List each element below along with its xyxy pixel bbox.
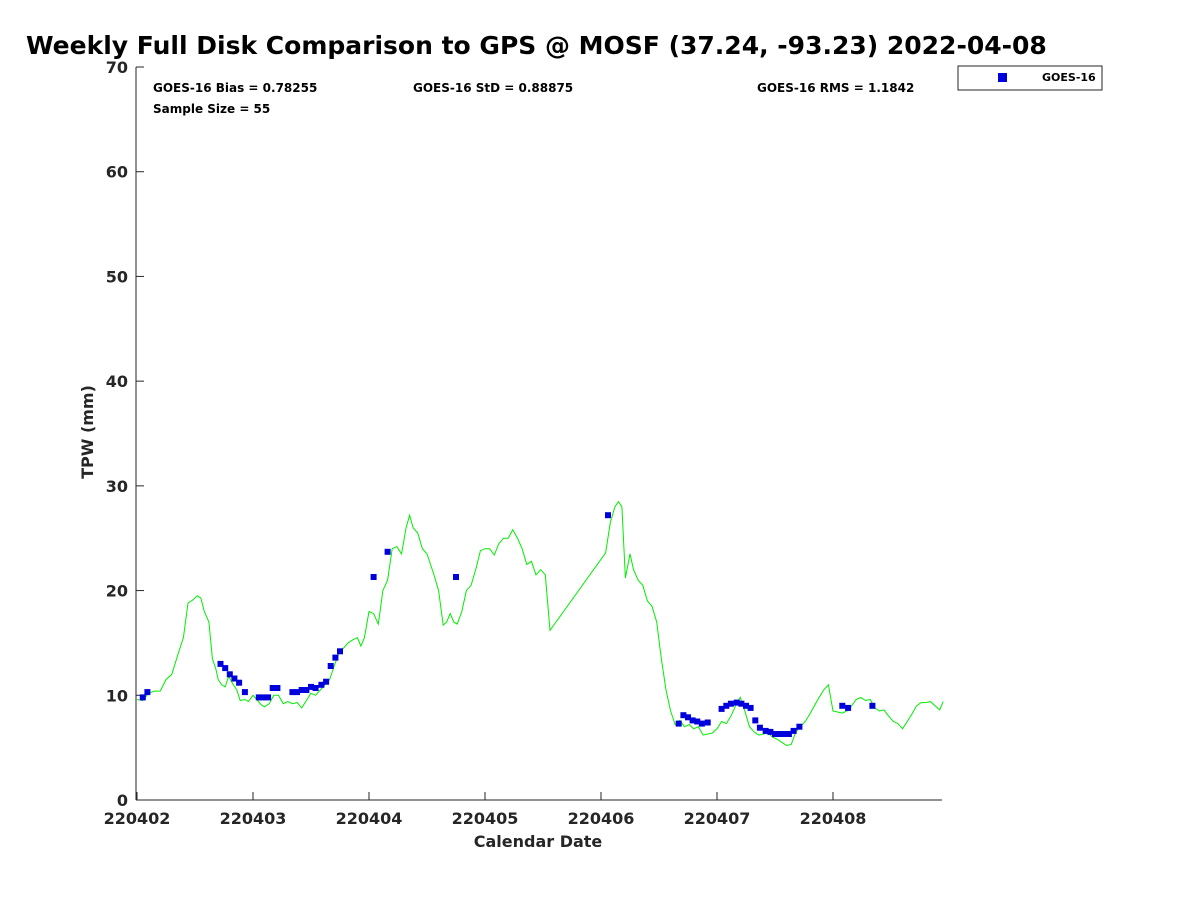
goes16-point [727, 700, 734, 707]
goes16-point [260, 694, 267, 701]
goes16-point [294, 689, 301, 696]
goes16-point [269, 685, 276, 691]
goes16-point [337, 648, 343, 655]
goes16-point [312, 685, 319, 691]
y-tick-label: 20 [106, 582, 128, 601]
y-tick-label: 30 [106, 477, 128, 496]
goes16-point [694, 718, 701, 725]
goes16-series-points [139, 512, 876, 737]
goes16-point [845, 704, 852, 711]
goes16-point [785, 731, 792, 737]
goes16-point [776, 731, 783, 737]
goes16-point [384, 548, 391, 555]
goes16-point [298, 687, 305, 693]
gps-series-line [136, 500, 944, 747]
goes16-point [781, 731, 788, 737]
goes16-point [231, 675, 238, 682]
legend: GOES-16 [957, 65, 1103, 91]
x-tick-label: 220407 [684, 809, 751, 828]
goes16-point [274, 685, 281, 691]
goes16-point [723, 702, 730, 709]
y-axis-ticks: 0 10 20 30 40 50 60 70 [106, 58, 144, 810]
x-tick-label: 220403 [220, 809, 287, 828]
goes16-point [217, 660, 224, 667]
goes16-point [222, 665, 229, 672]
goes16-point [241, 689, 248, 696]
goes16-point [772, 731, 778, 737]
goes16-point [675, 720, 682, 727]
goes16-point [738, 700, 745, 707]
y-tick-label: 40 [106, 372, 128, 391]
goes16-point [289, 689, 296, 696]
goes16-point [733, 699, 740, 706]
goes16-point [303, 687, 310, 693]
x-axis-label: Calendar Date [474, 832, 603, 851]
legend-marker [998, 73, 1007, 82]
goes16-point [605, 512, 611, 519]
goes16-point [869, 702, 876, 709]
goes16-point [332, 654, 339, 661]
x-tick-label: 220404 [336, 809, 403, 828]
y-tick-label: 50 [106, 267, 128, 286]
stat-sample-size: Sample Size = 55 [153, 102, 270, 116]
goes16-point [323, 678, 330, 685]
goes16-point [752, 717, 759, 724]
x-axis-ticks: 220402 220403 220404 220405 220406 220407 2204… [104, 792, 867, 828]
x-tick-label: 220406 [568, 809, 635, 828]
stat-bias: GOES-16 Bias = 0.78255 [153, 81, 317, 95]
goes16-point [743, 702, 749, 709]
legend-box [957, 65, 1103, 91]
plot-area: 0 10 20 30 40 50 60 70 220402 220403 220404 220405… [104, 58, 944, 828]
goes16-point [718, 705, 725, 712]
goes16-point [327, 663, 334, 669]
x-tick-label: 220405 [452, 809, 519, 828]
goes16-point [790, 727, 797, 734]
goes16-point [139, 694, 146, 701]
x-tick-label: 220402 [104, 809, 171, 828]
stat-std: GOES-16 StD = 0.88875 [413, 81, 573, 95]
goes16-point [689, 717, 696, 724]
goes16-point [685, 714, 691, 721]
goes16-point [704, 719, 711, 726]
goes16-point [255, 694, 262, 701]
x-tick-label: 220408 [800, 809, 867, 828]
goes16-point [370, 574, 377, 580]
y-tick-label: 70 [106, 58, 128, 77]
y-axis-label: TPW (mm) [78, 385, 97, 479]
goes16-point [767, 728, 774, 735]
legend-label: GOES-16 [1042, 71, 1096, 84]
goes16-point [226, 671, 233, 678]
goes16-point [318, 681, 325, 688]
goes16-point [680, 712, 687, 719]
y-tick-label: 60 [106, 163, 128, 182]
goes16-point [762, 727, 769, 734]
goes16-point [796, 723, 803, 730]
goes16-point [308, 683, 314, 690]
y-tick-label: 0 [117, 791, 128, 810]
goes16-point [144, 689, 151, 696]
goes16-point [265, 694, 272, 701]
goes16-point [747, 704, 754, 711]
stats-block: GOES-16 Bias = 0.78255 GOES-16 StD = 0.8… [153, 81, 914, 116]
y-tick-label: 10 [106, 686, 128, 705]
chart-title: Weekly Full Disk Comparison to GPS @ MOS… [26, 31, 1047, 60]
goes16-point [839, 702, 846, 709]
goes16-point [453, 574, 459, 580]
goes16-point [698, 720, 705, 727]
stat-rms: GOES-16 RMS = 1.1842 [757, 81, 914, 95]
goes16-point [236, 679, 243, 686]
goes16-point [756, 724, 763, 731]
